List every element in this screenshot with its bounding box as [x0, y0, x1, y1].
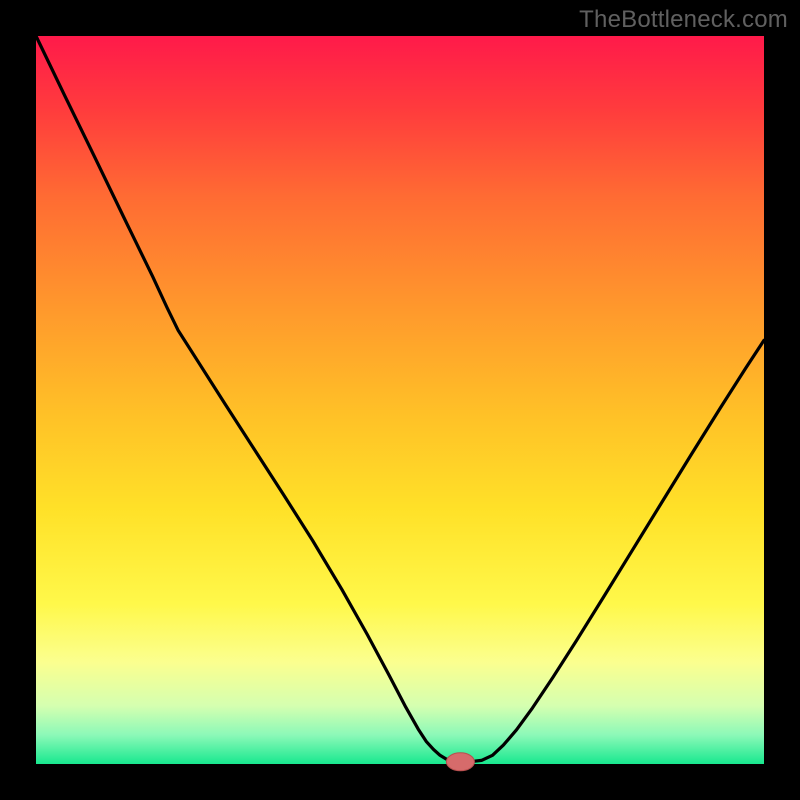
plot-background [36, 36, 764, 764]
bottleneck-chart [0, 0, 800, 800]
optimum-marker [446, 753, 474, 771]
chart-container: TheBottleneck.com [0, 0, 800, 800]
watermark-text: TheBottleneck.com [579, 6, 788, 34]
